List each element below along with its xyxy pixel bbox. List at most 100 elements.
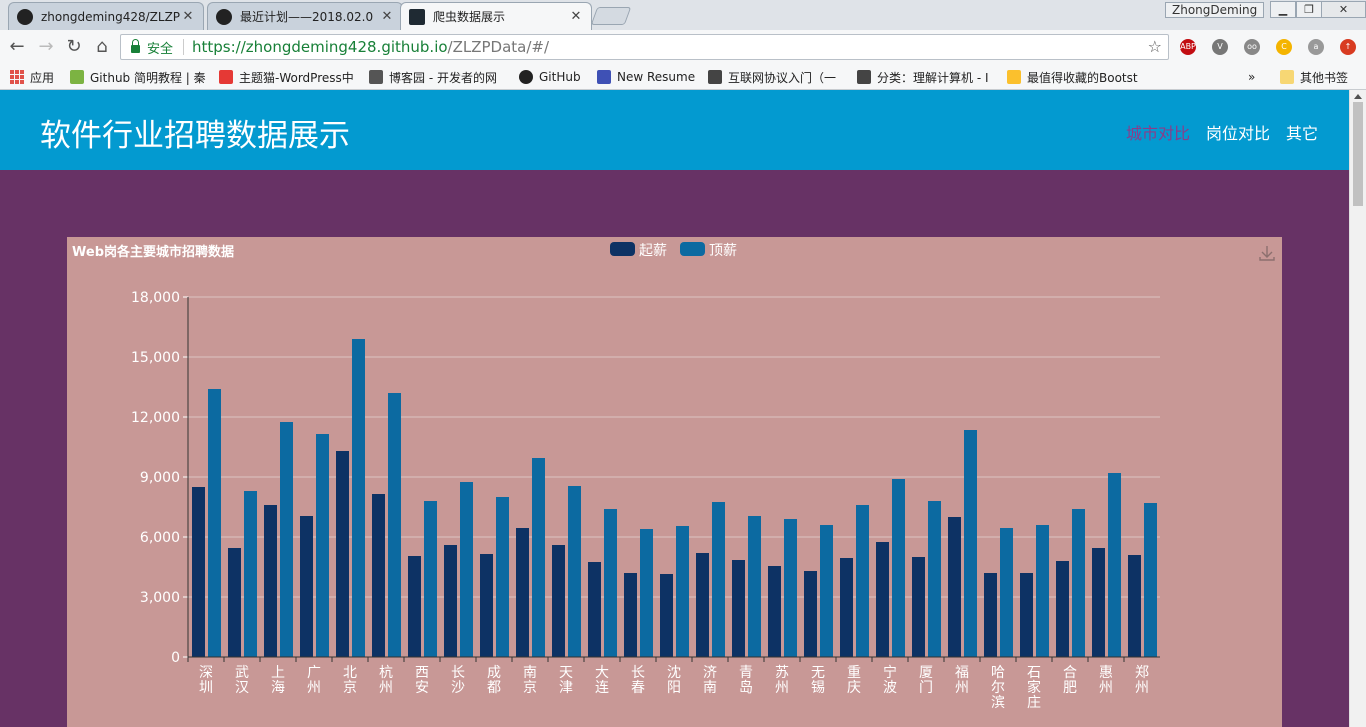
bookmark-item[interactable]: New Resume bbox=[597, 68, 699, 86]
bar-top-salary[interactable] bbox=[496, 497, 509, 657]
tab-plan[interactable]: 最近计划——2018.02.0 ✕ bbox=[207, 2, 403, 30]
bar-top-salary[interactable] bbox=[1036, 525, 1049, 657]
scroll-thumb[interactable] bbox=[1353, 102, 1363, 206]
bar-top-salary[interactable] bbox=[712, 502, 725, 657]
bar-top-salary[interactable] bbox=[820, 525, 833, 657]
bar-start-salary[interactable] bbox=[768, 566, 781, 657]
bar-top-salary[interactable] bbox=[316, 434, 329, 657]
bar-top-salary[interactable] bbox=[856, 505, 869, 657]
bar-start-salary[interactable] bbox=[516, 528, 529, 657]
x-tick-label: 杭州 bbox=[379, 665, 393, 696]
profile-button[interactable]: ZhongDeming bbox=[1165, 2, 1265, 18]
bar-start-salary[interactable] bbox=[552, 545, 565, 657]
page-scrollbar[interactable] bbox=[1349, 90, 1366, 727]
legend-swatch[interactable] bbox=[610, 242, 635, 256]
bar-start-salary[interactable] bbox=[1128, 555, 1141, 657]
bar-top-salary[interactable] bbox=[532, 458, 545, 657]
extension-icon[interactable]: V bbox=[1212, 39, 1228, 55]
bar-top-salary[interactable] bbox=[640, 529, 653, 657]
bookmark-item[interactable]: GitHub bbox=[519, 68, 589, 86]
bar-top-salary[interactable] bbox=[280, 422, 293, 657]
bar-start-salary[interactable] bbox=[804, 571, 817, 657]
nav-job-compare[interactable]: 岗位对比 bbox=[1205, 124, 1270, 143]
bar-top-salary[interactable] bbox=[892, 479, 905, 657]
bookmark-apps[interactable]: 应用 bbox=[10, 68, 66, 86]
bar-top-salary[interactable] bbox=[208, 389, 221, 657]
bar-top-salary[interactable] bbox=[964, 430, 977, 657]
bar-start-salary[interactable] bbox=[948, 517, 961, 657]
bar-top-salary[interactable] bbox=[352, 339, 365, 657]
bookmark-item[interactable]: 主题猫-WordPress中 bbox=[219, 68, 359, 86]
close-icon[interactable]: ✕ bbox=[381, 9, 393, 24]
bar-start-salary[interactable] bbox=[336, 451, 349, 657]
nav-other[interactable]: 其它 bbox=[1285, 124, 1318, 143]
bar-top-salary[interactable] bbox=[424, 501, 437, 657]
new-tab-button[interactable] bbox=[590, 7, 632, 25]
bar-top-salary[interactable] bbox=[748, 516, 761, 657]
bar-start-salary[interactable] bbox=[228, 548, 241, 657]
bookmark-item[interactable]: 博客园 - 开发者的网 bbox=[369, 68, 509, 86]
legend-swatch[interactable] bbox=[680, 242, 705, 256]
bar-top-salary[interactable] bbox=[1108, 473, 1121, 657]
bar-start-salary[interactable] bbox=[696, 553, 709, 657]
download-icon[interactable] bbox=[1259, 246, 1275, 261]
bar-start-salary[interactable] bbox=[1092, 548, 1105, 657]
bar-start-salary[interactable] bbox=[876, 542, 889, 657]
bookmark-item[interactable]: Github 简明教程 | 秦 bbox=[70, 68, 210, 86]
bar-top-salary[interactable] bbox=[928, 501, 941, 657]
bar-top-salary[interactable] bbox=[460, 482, 473, 657]
bookmark-item[interactable]: 最值得收藏的Bootst bbox=[1007, 68, 1147, 86]
extension-icon[interactable]: a bbox=[1308, 39, 1324, 55]
bar-top-salary[interactable] bbox=[676, 526, 689, 657]
bar-start-salary[interactable] bbox=[912, 557, 925, 657]
bar-top-salary[interactable] bbox=[604, 509, 617, 657]
bookmark-item[interactable]: 分类：理解计算机 - I bbox=[857, 68, 997, 86]
forward-icon[interactable]: → bbox=[38, 36, 54, 57]
bar-top-salary[interactable] bbox=[388, 393, 401, 657]
bar-start-salary[interactable] bbox=[1056, 561, 1069, 657]
tab-github-repo[interactable]: zhongdeming428/ZLZP ✕ bbox=[8, 2, 204, 30]
bar-start-salary[interactable] bbox=[588, 562, 601, 657]
home-icon[interactable]: ⌂ bbox=[96, 36, 108, 57]
bar-start-salary[interactable] bbox=[300, 516, 313, 657]
bookmark-star-icon[interactable]: ☆ bbox=[1147, 37, 1162, 56]
extension-icon[interactable]: C bbox=[1276, 39, 1292, 55]
address-bar[interactable]: 安全 https://zhongdeming428.github.io /ZLZ… bbox=[120, 34, 1169, 60]
minimize-button[interactable]: ▁ bbox=[1270, 1, 1296, 18]
bar-top-salary[interactable] bbox=[244, 491, 257, 657]
close-icon[interactable]: ✕ bbox=[570, 9, 582, 24]
bookmark-other[interactable]: 其他书签 bbox=[1280, 68, 1348, 86]
bar-top-salary[interactable] bbox=[784, 519, 797, 657]
nav-city-compare[interactable]: 城市对比 bbox=[1125, 124, 1190, 143]
bar-start-salary[interactable] bbox=[408, 556, 421, 657]
bar-start-salary[interactable] bbox=[372, 494, 385, 657]
maximize-button[interactable]: ❐ bbox=[1296, 1, 1322, 18]
close-icon[interactable]: ✕ bbox=[182, 9, 194, 24]
reload-icon[interactable]: ↻ bbox=[66, 36, 82, 57]
bar-top-salary[interactable] bbox=[1072, 509, 1085, 657]
bar-start-salary[interactable] bbox=[192, 487, 205, 657]
extension-icon[interactable]: oo bbox=[1244, 39, 1260, 55]
window-close-button[interactable]: ✕ bbox=[1321, 1, 1366, 18]
bar-top-salary[interactable] bbox=[568, 486, 581, 657]
bar-start-salary[interactable] bbox=[264, 505, 277, 657]
bar-top-salary[interactable] bbox=[1000, 528, 1013, 657]
extension-icon[interactable]: ↑ bbox=[1340, 39, 1356, 55]
bar-top-salary[interactable] bbox=[1144, 503, 1157, 657]
bar-start-salary[interactable] bbox=[660, 574, 673, 657]
bar-start-salary[interactable] bbox=[840, 558, 853, 657]
bar-start-salary[interactable] bbox=[624, 573, 637, 657]
bar-start-salary[interactable] bbox=[480, 554, 493, 657]
bar-start-salary[interactable] bbox=[984, 573, 997, 657]
bar-start-salary[interactable] bbox=[444, 545, 457, 657]
bookmarks-overflow[interactable]: » bbox=[1248, 70, 1256, 84]
bookmark-label: 互联网协议入门（一 bbox=[728, 70, 837, 85]
tab-crawler-data[interactable]: 爬虫数据展示 ✕ bbox=[400, 2, 592, 30]
bookmark-item[interactable]: 互联网协议入门（一 bbox=[708, 68, 848, 86]
extension-icon[interactable]: ABP bbox=[1180, 39, 1196, 55]
back-icon[interactable]: ← bbox=[9, 36, 25, 57]
scroll-up-icon[interactable] bbox=[1354, 94, 1362, 99]
bar-start-salary[interactable] bbox=[1020, 573, 1033, 657]
url-host: https://zhongdeming428.github.io bbox=[192, 38, 448, 56]
bar-start-salary[interactable] bbox=[732, 560, 745, 657]
